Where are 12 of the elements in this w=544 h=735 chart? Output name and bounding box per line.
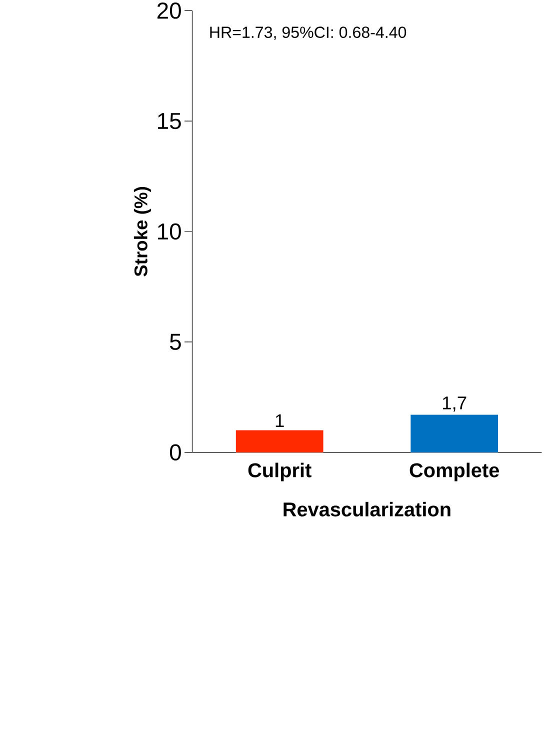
y-axis-title: Stroke (%)	[134, 187, 151, 276]
x-tick-label: Culprit	[248, 462, 312, 482]
x-tick-label: Complete	[410, 462, 499, 482]
y-tick-label: 10	[158, 223, 181, 240]
x-axis-title: Revascularization	[284, 502, 450, 516]
y-tick-label: 20	[157, 2, 181, 19]
data-label: 1	[276, 414, 284, 428]
data-label: 1,7	[442, 396, 466, 412]
y-tick-label: 15	[158, 113, 181, 130]
y-tick-label: 0	[170, 444, 181, 460]
annotation: HR=1.73, 95%CI: 0.68-4.40	[210, 26, 406, 40]
y-tick-label: 5	[170, 334, 181, 350]
